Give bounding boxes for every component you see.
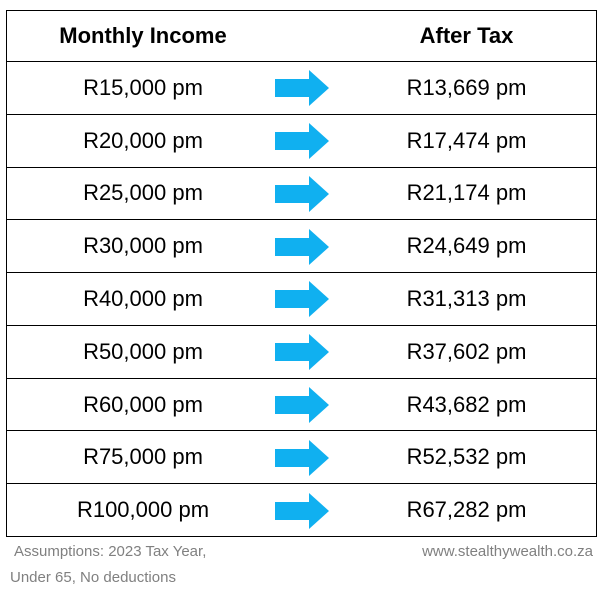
arrow-shape [275, 439, 329, 476]
arrow [275, 70, 329, 107]
table-row: R40,000 pm R31,313 pm [7, 272, 596, 325]
arrow-shape [275, 123, 329, 160]
table-row: R25,000 pm R21,174 pm [7, 166, 596, 220]
arrow-shape [275, 228, 329, 265]
income-cell: R100,000 pm [76, 497, 210, 523]
income-cell: R60,000 pm [83, 391, 203, 417]
income-cell: R25,000 pm [83, 180, 203, 206]
arrow [275, 123, 329, 160]
arrow-shape [275, 281, 329, 318]
table-row: R50,000 pm R37,602 pm [7, 324, 596, 378]
income-cell: R75,000 pm [83, 444, 203, 470]
after-tax-cell: R52,532 pm [406, 444, 527, 470]
table-row: R15,000 pm R13,669 pm [7, 61, 596, 114]
table-row: R75,000 pm R52,532 pm [7, 430, 596, 483]
arrow [275, 281, 329, 318]
table-row: R100,000 pm R67,282 pm [7, 483, 596, 536]
arrow [275, 228, 329, 265]
after-tax-cell: R43,682 pm [406, 391, 527, 417]
arrow-shape [275, 334, 329, 371]
after-tax-cell: R37,602 pm [406, 338, 527, 364]
after-tax-cell: R24,649 pm [406, 233, 527, 259]
income-table: Monthly Income After Tax R15,000 pm R13,6… [6, 10, 597, 537]
arrow-shape [275, 387, 329, 424]
arrow [275, 334, 329, 371]
assumptions-line: Under 65, No deductions [10, 569, 176, 586]
header-cell: After Tax [419, 23, 514, 48]
table-row: R60,000 pm R43,682 pm [7, 377, 596, 431]
arrow [275, 175, 329, 212]
after-tax-cell: R67,282 pm [406, 497, 527, 523]
website: www.stealthywealth.co.za [422, 543, 593, 560]
table-row: R20,000 pm R17,474 pm [7, 113, 596, 167]
income-cell: R40,000 pm [83, 285, 203, 311]
after-tax-cell: R21,174 pm [406, 180, 527, 206]
after-tax-cell: R13,669 pm [406, 74, 527, 100]
assumptions-line: Assumptions: 2023 Tax Year, [14, 543, 207, 560]
arrow-shape [275, 175, 329, 212]
income-cell: R50,000 pm [83, 338, 203, 364]
after-tax-cell: R31,313 pm [406, 285, 527, 311]
header-row: Monthly Income After Tax [7, 11, 596, 61]
header-cell: Monthly Income [59, 23, 227, 48]
arrow-shape [275, 492, 329, 529]
income-cell: R30,000 pm [83, 233, 203, 259]
table-row: R30,000 pm R24,649 pm [7, 219, 596, 272]
arrow-shape [275, 70, 329, 107]
income-cell: R20,000 pm [83, 127, 203, 153]
arrow [275, 439, 329, 476]
arrow [275, 492, 329, 529]
income-cell: R15,000 pm [83, 74, 203, 100]
arrow [275, 387, 329, 424]
after-tax-cell: R17,474 pm [406, 127, 527, 153]
